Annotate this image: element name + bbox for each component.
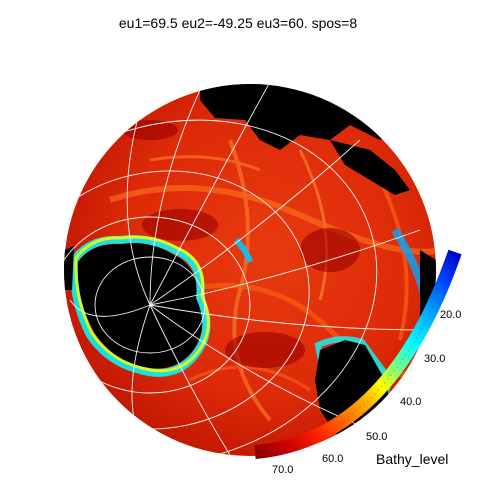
colorbar-tick: 20.0 [440, 309, 461, 321]
deep-basins [122, 120, 360, 368]
colorbar: 70.0 60.0 50.0 40.0 30.0 20.0 Bathy_leve… [254, 249, 462, 476]
colorbar-tick: 50.0 [366, 431, 387, 443]
colorbar-label: Bathy_level [376, 451, 448, 467]
colorbar-outline [254, 251, 456, 453]
colorbar-tick: 40.0 [400, 396, 421, 408]
land-north [200, 84, 395, 150]
plot-title: eu1=69.5 eu2=-49.25 eu3=60. spos=8 [119, 15, 357, 31]
colorbar-tick: 70.0 [272, 464, 293, 476]
colorbar-tick: 60.0 [322, 453, 343, 465]
land-north-ribbon [330, 140, 410, 195]
colorbar-tick: 30.0 [424, 353, 445, 365]
